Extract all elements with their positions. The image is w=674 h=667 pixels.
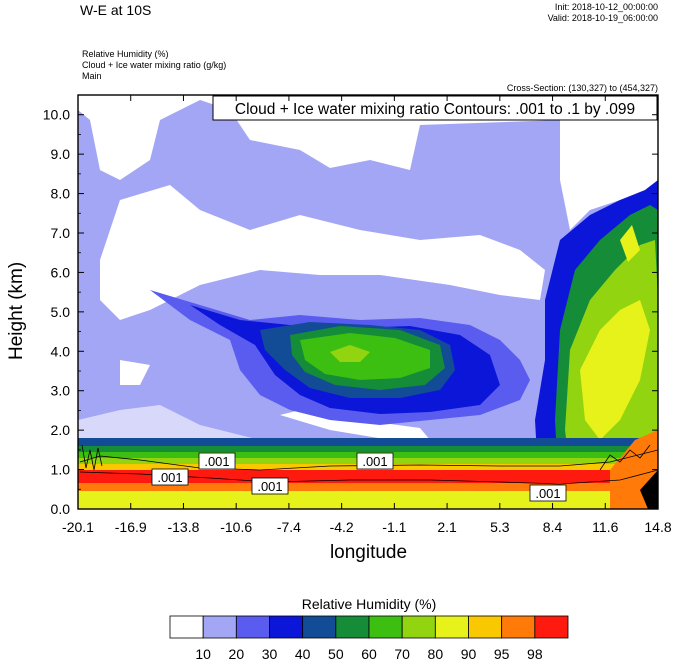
rh-lowlevel-light	[78, 405, 260, 440]
colorbar: 10 20 30 40 50 60 70 80 90 95 98	[169, 615, 569, 662]
colorbar-swatch	[302, 615, 337, 639]
colorbar-swatch	[368, 615, 403, 639]
x-tick-label: -10.6	[220, 519, 252, 535]
colorbar-swatch	[335, 615, 370, 639]
contour-tag-box	[198, 452, 236, 470]
y-tick-label: 4.0	[51, 343, 71, 359]
contour-tag-box	[151, 468, 189, 486]
x-tick-label: -13.8	[167, 519, 199, 535]
plot-title: W-E at 10S	[80, 2, 152, 18]
rh-east-90-upper	[620, 225, 640, 262]
colorbar-label: 40	[295, 646, 311, 662]
plot-frame	[77, 94, 659, 510]
cloud-contour-east	[599, 444, 651, 471]
contour-tag: .001	[535, 486, 560, 501]
y-tick-label: 0.0	[51, 501, 71, 517]
x-tick-label: -16.9	[115, 519, 147, 535]
colorbar-label: 20	[229, 646, 245, 662]
init-valid-times: Init: 2018-10-12_00:00:00 Valid: 2018-10…	[548, 2, 658, 24]
x-tick-label: 2.1	[437, 519, 457, 535]
contour-tag: .001	[204, 454, 229, 469]
y-tick-label: 10.0	[43, 107, 70, 123]
colorbar-title: Relative Humidity (%)	[301, 596, 437, 612]
colorbar-label: 30	[262, 646, 278, 662]
rh-field-80	[330, 345, 370, 362]
colorbar-label: 95	[494, 646, 510, 662]
colorbar-label: 10	[195, 646, 211, 662]
field-rh: Relative Humidity (%)	[82, 49, 169, 59]
contour-info-box	[212, 95, 658, 121]
rh-bl-98	[78, 470, 658, 484]
cloud-contour-west	[81, 444, 103, 471]
contour-tags: .001 .001 .001 .001 .001	[151, 452, 567, 502]
rh-bl-60	[78, 446, 658, 454]
x-tick-label: -7.4	[277, 519, 301, 535]
colorbar-label: 50	[328, 646, 344, 662]
rh-east-90	[580, 300, 650, 440]
y-axis-label: Height (km)	[6, 261, 27, 360]
x-tick-label: 8.4	[543, 519, 563, 535]
colorbar-swatch	[434, 615, 469, 639]
rh-dry-small	[120, 360, 150, 385]
colorbar-swatch	[501, 615, 536, 639]
rh-bl-95-low	[78, 483, 658, 492]
contour-tag-box	[356, 452, 394, 470]
y-axis: 0.0 1.0 2.0 3.0 4.0 5.0 6.0 7.0 8.0 9.0 10.0	[43, 94, 658, 517]
x-axis: -20.1 -16.9 -13.8 -10.6 -7.4 -4.2 -1.1 2.1 5.3 8.…	[62, 95, 672, 535]
contour-tag: .001	[362, 454, 387, 469]
colorbar-swatch	[235, 615, 270, 639]
x-tick-label: 5.3	[490, 519, 510, 535]
field-cloud-ice: Cloud + Ice water mixing ratio (g/kg)	[82, 60, 227, 70]
contour-tag: .001	[257, 479, 282, 494]
contour-info-label: Cloud + Ice water mixing ratio Contours:…	[235, 101, 635, 118]
colorbar-label: 90	[461, 646, 477, 662]
colorbar-swatch	[468, 615, 503, 639]
y-tick-label: 1.0	[51, 462, 71, 478]
colorbar-label: 60	[361, 646, 377, 662]
colorbar-swatch	[269, 615, 304, 639]
contour-tag-box	[251, 477, 289, 495]
y-tick-label: 2.0	[51, 422, 71, 438]
x-axis-label: longitude	[329, 542, 408, 563]
cloud-contour-upper	[79, 449, 658, 471]
colorbar-label: 98	[527, 646, 543, 662]
y-tick-label: 3.0	[51, 383, 71, 399]
colorbar-label: 70	[394, 646, 410, 662]
field-list: Relative Humidity (%) Cloud + Ice water …	[82, 49, 226, 82]
colorbar-swatch	[401, 615, 436, 639]
rh-surface-90	[78, 491, 658, 509]
y-tick-label: 9.0	[51, 146, 71, 162]
y-tick-label: 7.0	[51, 225, 71, 241]
terrain	[640, 470, 658, 509]
rh-bl-50	[78, 438, 658, 448]
y-tick-label: 5.0	[51, 304, 71, 320]
field-main: Main	[82, 71, 102, 81]
rh-dry-low	[280, 410, 430, 440]
x-tick-label: -4.2	[330, 519, 354, 535]
colorbar-label: 80	[428, 646, 444, 662]
init-time: Init: 2018-10-12_00:00:00	[554, 2, 658, 12]
x-tick-label: 11.6	[592, 519, 618, 535]
valid-time: Valid: 2018-10-19_06:00:00	[547, 13, 658, 23]
contour-tag: .001	[157, 470, 182, 485]
x-tick-label: -20.1	[62, 519, 94, 535]
colorbar-swatch	[202, 615, 237, 639]
x-tick-label: -1.1	[382, 519, 406, 535]
cross-section-label: Cross-Section: (130,327) to (454,327)	[506, 83, 658, 93]
rh-dry-mid	[100, 185, 545, 320]
colorbar-swatch	[169, 615, 204, 639]
colorbar-swatch	[534, 615, 569, 639]
y-tick-label: 6.0	[51, 264, 71, 280]
contour-tag-box	[529, 484, 567, 502]
x-tick-label: 14.8	[644, 519, 671, 535]
rh-filled-contours	[78, 95, 658, 509]
y-tick-label: 8.0	[51, 186, 71, 202]
